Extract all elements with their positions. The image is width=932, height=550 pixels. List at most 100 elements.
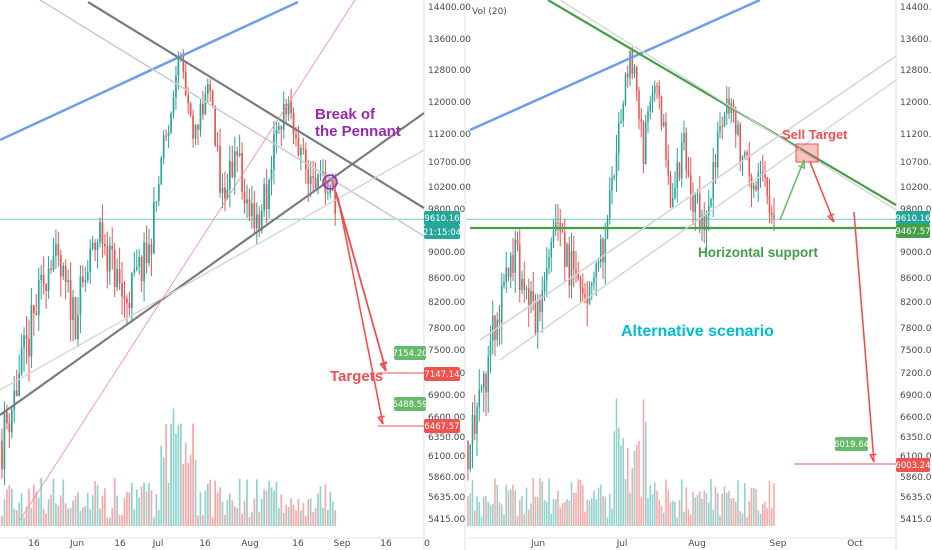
candle-body (155, 201, 158, 203)
candle-body (737, 124, 739, 135)
volume-bar (586, 499, 589, 526)
candle-body (746, 152, 748, 155)
candle-body (67, 280, 70, 282)
candle-body (47, 268, 50, 291)
volume-bar (233, 506, 236, 526)
candle-body (509, 255, 512, 278)
volume-bar (329, 491, 332, 526)
candle-body (204, 93, 207, 115)
candle-body (554, 222, 557, 231)
volume-bar (527, 509, 530, 526)
volume-bar (197, 515, 199, 526)
candle-body (710, 199, 712, 206)
candle-body (37, 280, 40, 316)
volume-bar (471, 480, 474, 526)
volume-bar (270, 487, 273, 526)
sell-target-label: Sell Target (782, 127, 848, 142)
candle-body (211, 91, 214, 106)
volume-bar (202, 515, 204, 526)
target-2-callout: 6488.59 (392, 400, 427, 410)
volume-bar (77, 492, 79, 526)
green-resistance-line (547, 0, 897, 206)
candle-body (602, 239, 604, 263)
volume-bar (748, 501, 751, 526)
candle-body (50, 268, 52, 270)
volume-bar (557, 491, 559, 526)
target-1-axis-tag-box (424, 367, 460, 381)
volume-bar (485, 496, 487, 526)
candle-body (671, 197, 674, 208)
target-arrow-1b-head (379, 362, 388, 372)
volume-bar (615, 398, 618, 526)
candle-body (752, 185, 755, 189)
volume-bar (705, 493, 708, 526)
candle-body (507, 267, 510, 278)
volume-bar (280, 494, 283, 526)
volume-bar (543, 500, 546, 526)
candle-body (761, 171, 764, 175)
candle-body (175, 75, 177, 98)
volume-bar (656, 490, 658, 526)
candle-body (206, 84, 209, 94)
candle-body (273, 134, 275, 170)
volume-bar (631, 468, 634, 526)
candle-body (290, 102, 292, 113)
candle-body (277, 126, 280, 130)
candle-body (597, 261, 600, 264)
candle-body (126, 298, 128, 303)
candle-body (74, 297, 77, 339)
candle-body (228, 161, 231, 190)
candle-body (101, 221, 104, 245)
y-tick-label: 9800.00 (428, 205, 465, 215)
volume-bar (707, 502, 710, 526)
candle-body (590, 283, 593, 287)
candle-body (202, 103, 204, 115)
target-callout-box (835, 437, 868, 451)
volume-bar (199, 491, 202, 526)
volume-bar (133, 509, 136, 526)
volume-bar (295, 510, 297, 526)
candle-body (649, 102, 652, 112)
candle-body (498, 319, 501, 323)
volume-bar (42, 508, 45, 526)
volume-bar (633, 451, 636, 526)
candle-body (543, 280, 546, 291)
candle-body (91, 242, 94, 249)
candle-body (698, 194, 701, 228)
candle-body (246, 199, 248, 204)
volume-bar (194, 460, 197, 526)
candle-body (57, 244, 60, 256)
candle-body (292, 112, 295, 135)
candle-body (653, 85, 656, 94)
y-tick-label: 5635.00 (428, 493, 465, 503)
candle-body (28, 338, 30, 357)
candle-body (683, 133, 685, 143)
candle-body (658, 86, 661, 97)
volume-bar (282, 512, 285, 526)
candle-body (773, 215, 775, 219)
candle-body (160, 158, 163, 185)
target-1-axis-tag: 7147.14 (424, 370, 459, 380)
candle-body (197, 124, 199, 130)
volume-bar (525, 487, 528, 526)
volume-bar (246, 479, 248, 526)
candle-body (162, 135, 165, 159)
volume-bar (676, 517, 679, 526)
y-tick-label: 11200.00 (428, 130, 471, 140)
candle-body (536, 300, 539, 335)
volume-bar (255, 479, 258, 526)
candle-body (194, 124, 197, 139)
thin-red-line (19, 0, 356, 521)
volume-bar (241, 513, 243, 526)
volume-bar (111, 508, 114, 526)
candle-body (307, 169, 310, 184)
support-tag: 9467.57 (895, 227, 930, 237)
y-tick-label: 6600.00 (428, 413, 465, 423)
volume-bar (687, 509, 690, 526)
candle-body (620, 121, 622, 124)
candle-body (118, 269, 121, 284)
volume-bar (478, 501, 481, 526)
volume-bar (563, 501, 566, 526)
volume-bar (165, 424, 168, 526)
